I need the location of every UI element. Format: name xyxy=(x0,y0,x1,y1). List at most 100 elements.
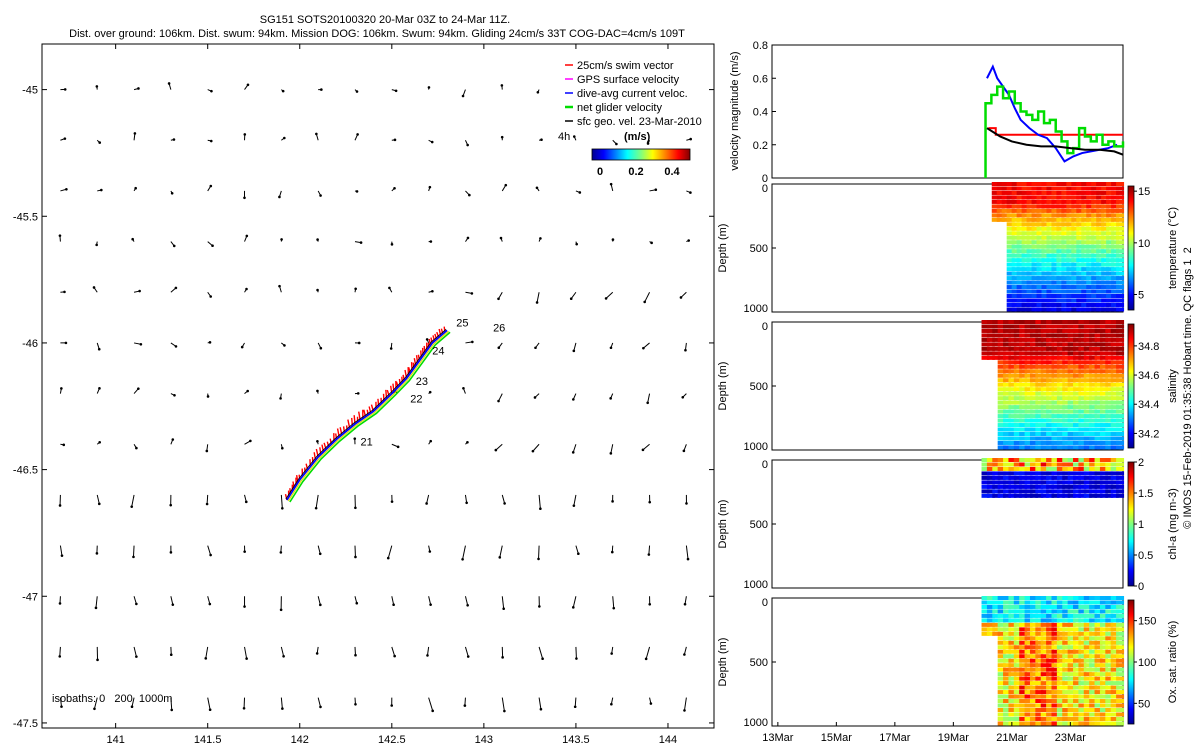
oxygen-sample xyxy=(1029,658,1038,663)
date-tick-label: 13Mar xyxy=(762,732,794,744)
salinity-sample xyxy=(1035,382,1044,387)
temperature-sample xyxy=(1076,182,1085,186)
oxygen-sample xyxy=(1008,596,1017,600)
salinity-sample xyxy=(1035,378,1044,383)
temperature-sample xyxy=(1021,231,1030,236)
oxygen-sample xyxy=(1046,596,1055,600)
salinity-sample xyxy=(1078,396,1087,401)
oxygen-sample xyxy=(1029,681,1038,686)
oxygen-sample xyxy=(1029,703,1038,708)
salinity-sample xyxy=(1024,396,1033,401)
geo-velocity-vector-head xyxy=(355,601,359,605)
temperature-sample xyxy=(1091,199,1100,204)
temperature-sample xyxy=(1021,182,1030,186)
salinity-sample xyxy=(1116,405,1125,410)
temperature-sample xyxy=(1066,271,1075,276)
geo-velocity-vector xyxy=(642,443,650,451)
oxygen-sample xyxy=(1019,622,1028,627)
temperature-sample xyxy=(1101,186,1110,191)
map-ytick-label: -46.5 xyxy=(13,465,38,477)
temperature-sample xyxy=(991,182,1000,186)
temperature-sample xyxy=(1061,182,1070,186)
salinity-sample xyxy=(1116,427,1125,432)
oxygen-sample xyxy=(1099,672,1108,677)
temperature-sample xyxy=(1021,271,1030,276)
salinity-sample xyxy=(1062,369,1071,374)
chla-sample xyxy=(1051,458,1060,462)
salinity-sample xyxy=(1029,346,1038,351)
oxygen-sample xyxy=(1046,699,1055,704)
geo-velocity-vector-head xyxy=(94,606,98,610)
temperature-sample xyxy=(1026,235,1035,240)
geo-velocity-vector xyxy=(207,545,212,556)
oxygen-sample xyxy=(1013,690,1022,695)
oxygen-sample xyxy=(1083,703,1092,708)
temperature-sample xyxy=(1041,302,1050,307)
colorbar-tick-2: 0.4 xyxy=(664,166,680,178)
oxygen-sample xyxy=(997,640,1006,645)
salinity-sample xyxy=(1040,378,1049,383)
temperature-sample xyxy=(1116,186,1125,191)
temperature-sample xyxy=(1106,258,1115,263)
chla-sample xyxy=(1051,475,1060,480)
temperature-sample xyxy=(1051,213,1060,218)
oxygen-sample xyxy=(1089,600,1098,605)
temperature-sample xyxy=(1011,253,1020,258)
oxygen-sample xyxy=(1046,622,1055,627)
geo-velocity-vector xyxy=(495,443,503,451)
salinity-sample xyxy=(1083,427,1092,432)
salinity-sample xyxy=(1024,360,1033,365)
temperature-sample xyxy=(1051,253,1060,258)
geo-velocity-vector-head xyxy=(243,196,246,200)
oxygen-sample xyxy=(1083,663,1092,668)
temperature-sample xyxy=(1066,213,1075,218)
chla-sample xyxy=(1110,493,1119,498)
geo-velocity-vector-head xyxy=(282,654,285,658)
salinity-sample xyxy=(1046,387,1055,392)
chla-sample xyxy=(1089,475,1098,480)
oxygen-sample xyxy=(1029,649,1038,654)
salinity-sample xyxy=(1110,324,1119,329)
temperature-sample xyxy=(1026,267,1035,272)
oxygen-sample xyxy=(1051,699,1060,704)
chla-sample xyxy=(1024,458,1033,462)
oxygen-sample xyxy=(1089,690,1098,695)
salinity-sample xyxy=(1110,369,1119,374)
salinity-sample xyxy=(1105,400,1114,405)
velocity-ticks: 00.20.40.60.8 xyxy=(753,40,776,185)
oxygen-sample xyxy=(1008,694,1017,699)
chla-sample xyxy=(1040,489,1049,494)
salinity-sample xyxy=(1051,369,1060,374)
temperature-sample xyxy=(1051,226,1060,231)
day-label: 25 xyxy=(456,318,468,330)
oxygen-sample xyxy=(1019,631,1028,636)
temperature-sample xyxy=(1081,208,1090,213)
oxygen-sample xyxy=(1116,672,1125,677)
chla-sample xyxy=(1029,493,1038,498)
oxygen-sample xyxy=(1046,676,1055,681)
geo-velocity-vector xyxy=(645,646,651,659)
salinity-sample xyxy=(1089,423,1098,428)
salinity-sample xyxy=(1073,373,1082,378)
temperature-sample xyxy=(1076,208,1085,213)
chla-sample xyxy=(1110,475,1119,480)
chla-sample xyxy=(1035,480,1044,485)
salinity-sample xyxy=(1056,360,1065,365)
salinity-sample xyxy=(1046,391,1055,396)
geo-velocity-vector-head xyxy=(461,557,464,561)
temperature-sample xyxy=(1101,190,1110,195)
temperature-sample xyxy=(1026,182,1035,186)
temperature-sample xyxy=(1016,249,1025,254)
chla-sample xyxy=(1024,489,1033,494)
geo-velocity-vector-head xyxy=(171,438,175,441)
temperature-sample xyxy=(1056,267,1065,272)
temperature-sample xyxy=(1091,271,1100,276)
chla-sample xyxy=(981,480,990,485)
oxygen-sample xyxy=(997,631,1006,636)
salinity-sample xyxy=(1089,418,1098,423)
geo-velocity-vector-head xyxy=(209,184,213,188)
oxygen-sample xyxy=(1056,654,1065,659)
salinity-sample xyxy=(1078,418,1087,423)
salinity-sample xyxy=(1008,337,1017,342)
oxygen-sample xyxy=(1019,690,1028,695)
